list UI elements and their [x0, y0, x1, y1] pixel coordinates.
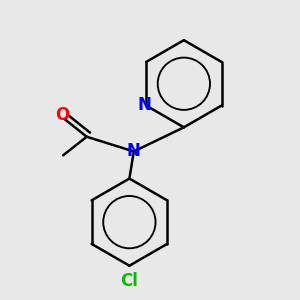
Text: N: N [127, 142, 141, 160]
Text: N: N [138, 96, 152, 114]
Text: O: O [55, 106, 69, 124]
Text: Cl: Cl [121, 272, 138, 290]
